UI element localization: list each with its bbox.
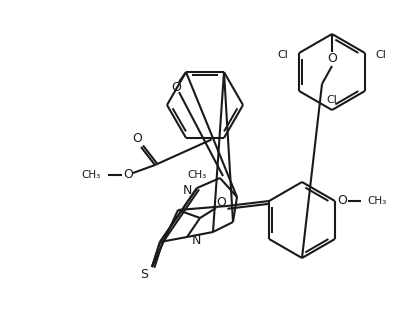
Text: O: O [132, 132, 142, 146]
Text: O: O [123, 169, 133, 182]
Text: CH₃: CH₃ [367, 196, 386, 206]
Text: Cl: Cl [375, 50, 386, 60]
Text: Cl: Cl [278, 50, 289, 60]
Text: O: O [216, 197, 226, 210]
Text: O: O [171, 81, 181, 94]
Text: S: S [140, 268, 148, 281]
Text: CH₃: CH₃ [82, 170, 101, 180]
Text: Cl: Cl [327, 95, 337, 105]
Text: N: N [192, 234, 201, 247]
Text: CH₃: CH₃ [188, 170, 207, 180]
Text: O: O [327, 53, 337, 66]
Text: O: O [337, 194, 347, 207]
Text: N: N [183, 183, 192, 197]
